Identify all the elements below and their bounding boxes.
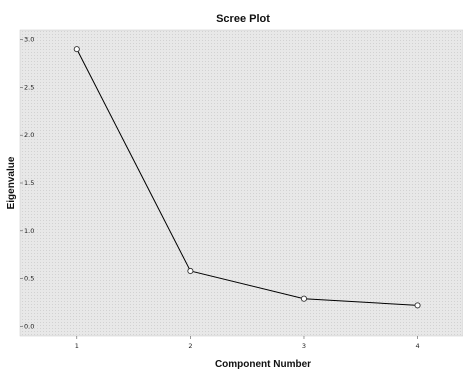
y-axis: 0.0 0.5 1.0 1.5 2.0 2.5 3.0 [20, 36, 34, 330]
x-tick-label: 2 [188, 342, 192, 350]
series-eigenvalues [73, 46, 421, 309]
y-tick-label: 1.0 [24, 227, 34, 235]
y-axis-label: Eigenvalue [6, 156, 17, 209]
data-point [187, 267, 194, 275]
y-tick-label: 3.0 [24, 36, 34, 44]
y-tick-label: 0.5 [24, 275, 34, 283]
data-point [300, 295, 308, 302]
x-axis-label: Component Number [215, 359, 311, 370]
x-axis: 1 2 3 4 [75, 336, 420, 350]
series-line [76, 48, 418, 306]
y-tick-label: 2.5 [24, 83, 34, 91]
x-tick-label: 4 [415, 342, 419, 350]
data-point [414, 302, 421, 309]
x-tick-label: 1 [75, 342, 79, 350]
plot-area [19, 29, 463, 337]
x-tick-label: 3 [302, 342, 306, 350]
y-tick-label: 2.0 [24, 131, 34, 139]
y-tick-label: 1.5 [24, 179, 34, 187]
y-tick-label: 0.0 [24, 322, 34, 330]
data-point [73, 46, 80, 53]
chart-title: Scree Plot [216, 13, 270, 25]
